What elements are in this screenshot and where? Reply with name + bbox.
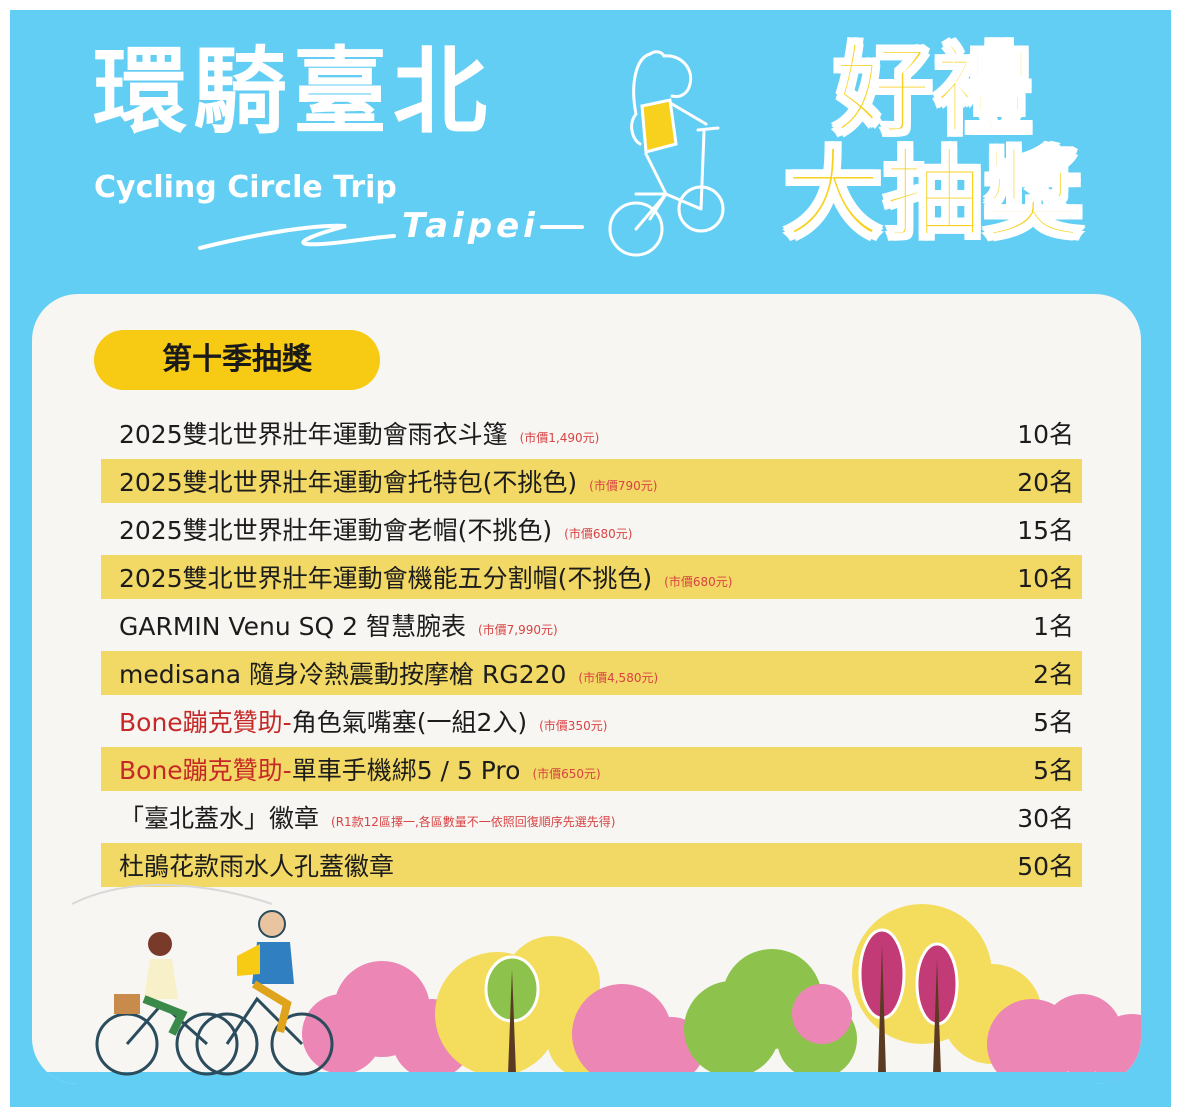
prize-sponsor: Bone蹦克贊助-: [119, 756, 292, 785]
pink-bush-icon: [302, 961, 472, 1079]
prize-price: (市價350元): [539, 718, 608, 733]
prize-name: medisana 隨身冷熱震動按摩槍 RG220: [119, 660, 567, 689]
prize-row: 「臺北蓋水」徽章 (R1款12區擇一,各區數量不一依照回復順序先選先得) 30名: [101, 795, 1082, 839]
prize-name: 2025雙北世界壯年運動會托特包(不挑色): [119, 468, 578, 497]
prize-price: (R1款12區擇一,各區數量不一依照回復順序先選先得): [331, 814, 616, 829]
pink-tree-icon: [858, 928, 959, 1074]
prize-price: (市價1,490元): [519, 430, 600, 445]
prize-row: medisana 隨身冷熱震動按摩槍 RG220 (市價4,580元) 2名: [101, 651, 1082, 695]
prize-row: 2025雙北世界壯年運動會機能五分割帽(不挑色) (市價680元) 10名: [101, 555, 1082, 599]
cyclist-girl-icon: [608, 50, 725, 257]
prize-price: (市價4,580元): [578, 670, 659, 685]
green-bush-icon: [684, 949, 857, 1079]
prize-qty: 1名: [1033, 612, 1074, 641]
prize-list: 2025雙北世界壯年運動會雨衣斗篷 (市價1,490元) 10名 2025雙北世界…: [101, 411, 1082, 891]
swoosh-line-icon: [198, 223, 396, 250]
prize-name: 單車手機綁5 / 5 Pro: [291, 756, 521, 785]
prize-name: 2025雙北世界壯年運動會雨衣斗篷: [119, 420, 508, 449]
prize-row: 2025雙北世界壯年運動會雨衣斗篷 (市價1,490元) 10名: [101, 411, 1082, 455]
prize-qty: 15名: [1017, 516, 1074, 545]
prize-price: (市價650元): [532, 766, 601, 781]
prize-price: (市價790元): [589, 478, 658, 493]
park-scene-illustration: [32, 884, 1141, 1084]
prize-row: Bone蹦克贊助- 角色氣嘴塞(一組2入) (市價350元) 5名: [101, 699, 1082, 743]
title-chinese: 環騎臺北: [93, 38, 494, 147]
prize-panel: 第十季抽獎 2025雙北世界壯年運動會雨衣斗篷 (市價1,490元) 10名 20…: [32, 294, 1141, 1084]
promo-line-1: 好禮: [832, 34, 1034, 148]
pink-bush-icon: [987, 994, 1141, 1084]
promo-title: 好禮 大抽獎: [754, 34, 1114, 252]
prize-name: 杜鵑花款雨水人孔蓋徽章: [119, 852, 395, 881]
prize-price: (市價7,990元): [477, 622, 558, 637]
prize-row: 杜鵑花款雨水人孔蓋徽章 50名: [101, 843, 1082, 887]
prize-price: (市價680元): [664, 574, 733, 589]
prize-qty: 2名: [1033, 660, 1074, 689]
title-english: Cycling Circle Trip: [94, 170, 397, 205]
cyclists-couple-icon: [71, 884, 334, 1076]
prize-qty: 30名: [1017, 804, 1074, 833]
city-dash: [540, 225, 584, 229]
prize-row: Bone蹦克贊助- 單車手機綁5 / 5 Pro (市價650元) 5名: [101, 747, 1082, 791]
prize-qty: 5名: [1033, 708, 1074, 737]
prize-qty: 50名: [1017, 852, 1074, 881]
prize-row: 2025雙北世界壯年運動會老帽(不挑色) (市價680元) 15名: [101, 507, 1082, 551]
title-city: Taipei: [402, 206, 539, 246]
poster-frame: 環騎臺北 Cycling Circle Trip Taipei 好禮 大抽獎 第…: [10, 10, 1171, 1107]
pink-bush-icon: [572, 984, 704, 1084]
prize-sponsor: Bone蹦克贊助-: [119, 708, 292, 737]
season-badge: 第十季抽獎: [94, 330, 380, 390]
prize-qty: 10名: [1017, 564, 1074, 593]
promo-line-2: 大抽獎: [782, 137, 1084, 252]
prize-name: GARMIN Venu SQ 2 智慧腕表: [119, 612, 466, 641]
prize-qty: 5名: [1033, 756, 1074, 785]
prize-row: 2025雙北世界壯年運動會托特包(不挑色) (市價790元) 20名: [101, 459, 1082, 503]
prize-row: GARMIN Venu SQ 2 智慧腕表 (市價7,990元) 1名: [101, 603, 1082, 647]
prize-price: (市價680元): [564, 526, 633, 541]
prize-name: 角色氣嘴塞(一組2入): [291, 708, 528, 737]
prize-name: 2025雙北世界壯年運動會機能五分割帽(不挑色): [119, 564, 653, 593]
prize-name: 「臺北蓋水」徽章: [119, 804, 320, 833]
prize-name: 2025雙北世界壯年運動會老帽(不挑色): [119, 516, 553, 545]
cyclists-figures-icon: [114, 910, 294, 1036]
prize-qty: 10名: [1017, 420, 1074, 449]
green-tree-icon: [484, 955, 540, 1074]
prize-qty: 20名: [1017, 468, 1074, 497]
